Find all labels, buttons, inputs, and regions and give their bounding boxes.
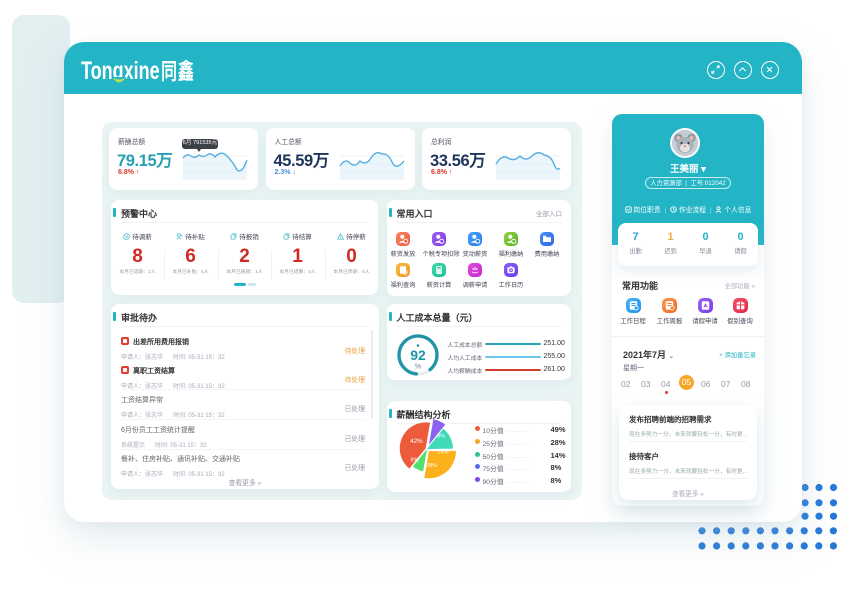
svg-text:%: % xyxy=(414,364,420,371)
svg-text:14%: 14% xyxy=(437,450,448,456)
svg-text:42%: 42% xyxy=(410,438,423,445)
svg-text:8%: 8% xyxy=(410,458,418,464)
svg-text:92: 92 xyxy=(410,347,426,363)
svg-text:8%: 8% xyxy=(436,434,444,440)
svg-text:28%: 28% xyxy=(425,463,436,469)
